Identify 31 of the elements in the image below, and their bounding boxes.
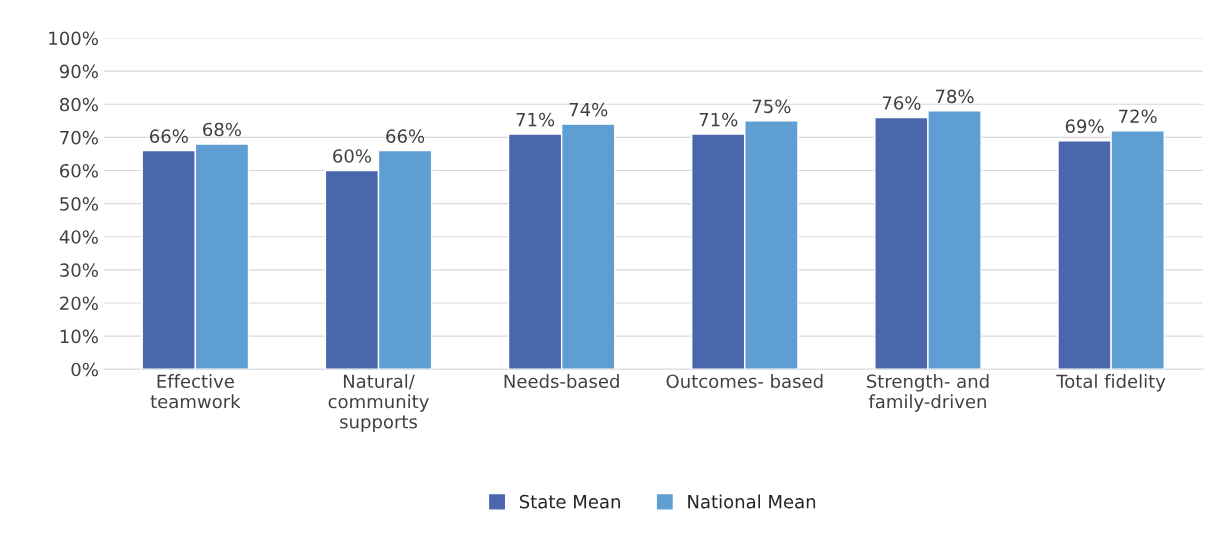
data-label: 66% (386, 129, 425, 143)
data-label: 78% (935, 89, 974, 104)
data-label: 60% (333, 149, 372, 163)
x-tick-label: Natural/ community supports (328, 374, 429, 433)
legend-label: National Mean (688, 494, 816, 509)
y-tick-label: 30% (60, 263, 98, 277)
x-tick-label: Outcomes- based (666, 374, 823, 389)
y-tick-label: 70% (60, 130, 98, 145)
y-tick-label: 10% (60, 329, 98, 344)
data-label: 75% (752, 99, 791, 114)
data-label: 71% (516, 112, 555, 127)
y-tick-label: 90% (59, 64, 98, 79)
legend-label: State Mean (519, 494, 620, 509)
y-tick-label: 80% (60, 97, 98, 112)
y-tick-label: 60% (60, 163, 98, 178)
x-tick-label: Needs-based (504, 374, 619, 389)
y-tick-label: 100% (49, 31, 98, 46)
x-tick-label: Effective teamwork (150, 374, 241, 409)
data-label: 69% (1065, 119, 1104, 134)
x-tick-label: Strength- and family-driven (866, 374, 989, 412)
y-tick-label: 50% (60, 197, 98, 211)
data-label: 66% (150, 129, 188, 143)
data-label: 74% (569, 102, 608, 117)
y-tick-label: 40% (59, 230, 98, 244)
data-label: 72% (1119, 109, 1157, 124)
y-tick-label: 20% (60, 296, 98, 311)
y-tick-label: 0% (71, 362, 98, 377)
data-label: 76% (882, 96, 921, 110)
data-label: 68% (203, 122, 241, 137)
x-tick-label: Total fidelity (1056, 374, 1166, 392)
data-label: 71% (699, 112, 738, 127)
